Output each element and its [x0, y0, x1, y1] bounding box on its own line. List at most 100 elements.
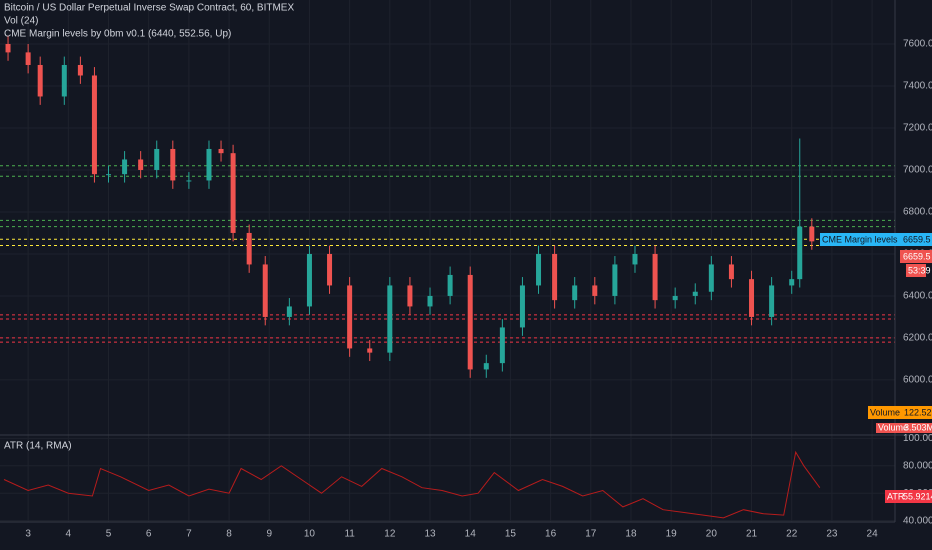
atr-value: 55.9214 — [903, 491, 932, 501]
candle-body — [749, 279, 755, 317]
candle-body — [789, 279, 795, 286]
candle-body — [536, 253, 542, 286]
candle-body — [154, 148, 160, 170]
y-tick-label: 6200.0 — [903, 333, 932, 344]
x-tick-label: 18 — [625, 529, 637, 540]
candle-body — [327, 253, 333, 286]
y-tick-label: 7000.0 — [903, 165, 932, 176]
candle-body — [632, 253, 638, 265]
candle-body — [499, 327, 505, 364]
countdown: 53:39 — [908, 265, 931, 275]
candle-body — [61, 64, 67, 97]
candle-body — [809, 226, 815, 242]
candle-body — [122, 159, 128, 175]
candle-body — [77, 64, 83, 76]
x-tick-label: 23 — [826, 529, 838, 540]
y-tick-label: 6000.0 — [903, 375, 932, 386]
candle-body — [306, 253, 312, 307]
y-tick-label: 100.0000 — [903, 433, 932, 444]
countdown-box — [906, 264, 926, 277]
y-tick-label: 6800.0 — [903, 207, 932, 218]
y-tick-label: 6400.0 — [903, 291, 932, 302]
volume-text: Volume — [878, 422, 908, 432]
volume-study: Vol (24) — [4, 16, 38, 27]
candle-body — [552, 253, 558, 301]
atr-line — [3, 450, 821, 519]
candle-body — [218, 148, 224, 154]
x-tick-label: 4 — [66, 529, 72, 540]
candle-body — [447, 274, 453, 296]
volume-ma-value: 122.525M — [904, 407, 932, 417]
y-tick-label: 7400.0 — [903, 81, 932, 92]
candle-body — [407, 285, 413, 307]
candle-body — [592, 285, 598, 296]
cme-price: 6659.5 — [903, 234, 931, 244]
x-tick-label: 15 — [505, 529, 517, 540]
candle-body — [728, 264, 734, 280]
atr-study: ATR (14, RMA) — [4, 441, 72, 452]
plot — [3, 35, 821, 519]
x-tick-label: 13 — [424, 529, 436, 540]
candle-body — [797, 226, 803, 280]
candle-body — [5, 43, 11, 53]
x-tick-label: 10 — [304, 529, 316, 540]
x-tick-label: 17 — [585, 529, 597, 540]
x-tick-label: 20 — [706, 529, 718, 540]
y-tick-label: 80.0000 — [903, 460, 932, 471]
candle-body — [692, 291, 698, 296]
cme-tag — [820, 233, 900, 246]
x-tick-label: 11 — [344, 529, 355, 540]
candle-body — [262, 264, 268, 317]
candle-body — [186, 180, 192, 182]
volume-value: 3.503M — [904, 422, 932, 432]
volume-ma-tag — [868, 406, 902, 419]
y-tick-label: 40.0000 — [903, 515, 932, 526]
candle-body — [652, 253, 658, 301]
candle-body — [246, 232, 252, 265]
candle-body — [91, 75, 97, 175]
x-tick-label: 19 — [666, 529, 678, 540]
candle-body — [367, 348, 373, 353]
candle-body — [138, 159, 144, 170]
candle-body — [170, 148, 176, 181]
candle-body — [672, 295, 678, 301]
cme-study: CME Margin levels by 0bm v0.1 (6440, 552… — [4, 29, 231, 40]
candle-body — [286, 306, 292, 317]
candle-body — [230, 153, 236, 233]
candle-body — [106, 174, 112, 176]
candle-body — [612, 264, 618, 296]
candle-body — [769, 285, 775, 317]
candle-body — [347, 285, 353, 349]
candle-body — [519, 285, 525, 328]
axes: 6000.06200.06400.06600.06800.07000.07200… — [25, 39, 932, 540]
candle-body — [467, 274, 473, 370]
x-tick-label: 24 — [867, 529, 879, 540]
x-tick-label: 22 — [786, 529, 798, 540]
volume-tag — [876, 423, 932, 433]
candle-body — [37, 64, 43, 97]
candle-body — [25, 52, 31, 65]
last-price-box — [900, 250, 932, 263]
x-tick-label: 3 — [25, 529, 31, 540]
cme-tag-text: CME Margin levels by 0bm v0.1 — [822, 234, 932, 244]
x-tick-label: 8 — [226, 529, 232, 540]
candle-body — [572, 285, 578, 301]
x-tick-label: 7 — [186, 529, 192, 540]
y-tick-label: 7600.0 — [903, 39, 932, 50]
x-tick-label: 6 — [146, 529, 152, 540]
atr-text: ATR — [887, 491, 905, 501]
x-tick-label: 12 — [384, 529, 396, 540]
candle-body — [206, 148, 212, 181]
cme-price-box — [900, 233, 932, 246]
x-tick-label: 14 — [465, 529, 477, 540]
x-tick-label: 9 — [266, 529, 272, 540]
volume-ma-box — [902, 406, 932, 419]
x-tick-label: 16 — [545, 529, 557, 540]
volume-ma-text: Volume MA — [870, 407, 916, 417]
candle-body — [483, 363, 489, 370]
candle-body — [427, 295, 433, 307]
symbol-title: Bitcoin / US Dollar Perpetual Inverse Sw… — [4, 3, 294, 14]
levels — [0, 165, 895, 343]
